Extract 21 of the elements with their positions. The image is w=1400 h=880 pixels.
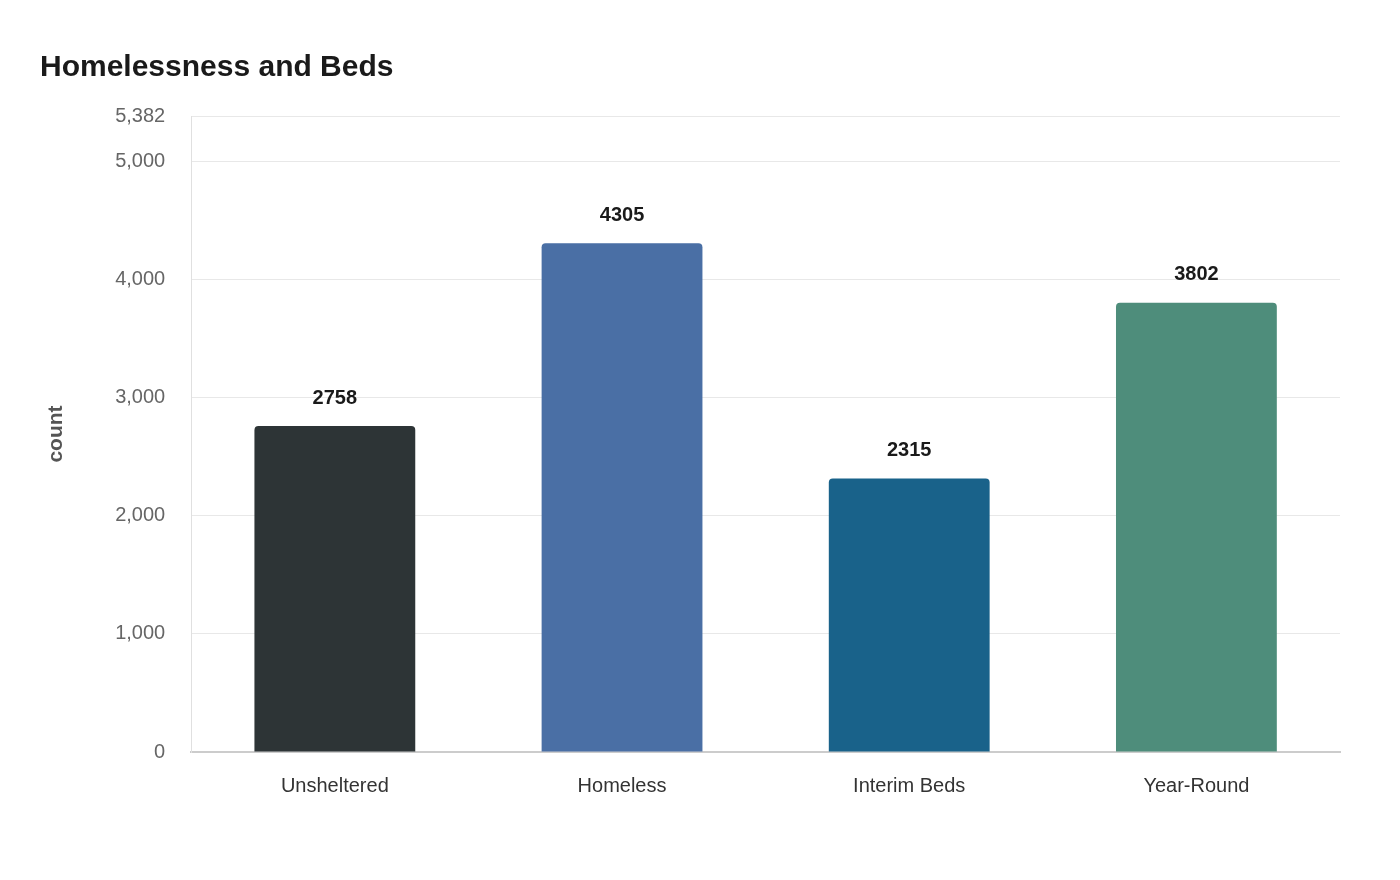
chart-title: Homelessness and Beds bbox=[40, 49, 394, 83]
data-label: 3802 bbox=[1174, 262, 1219, 285]
bar bbox=[1115, 302, 1277, 752]
data-label: 4305 bbox=[599, 202, 645, 225]
bar bbox=[828, 478, 990, 752]
y-tick-label: 1,000 bbox=[115, 621, 166, 644]
y-tick-label: 5,382 bbox=[115, 103, 166, 126]
y-tick-label: 5,000 bbox=[115, 148, 166, 171]
x-tick-label: Homeless bbox=[577, 773, 667, 796]
y-tick-label: 0 bbox=[154, 739, 166, 762]
x-tick-label: Unsheltered bbox=[280, 773, 389, 796]
y-tick-label: 2,000 bbox=[115, 503, 166, 526]
data-label: 2758 bbox=[312, 385, 358, 408]
y-tick-label: 3,000 bbox=[115, 385, 166, 407]
data-label: 2315 bbox=[886, 437, 932, 460]
y-axis-title: count bbox=[43, 405, 67, 463]
x-tick-label: Year-Round bbox=[1143, 773, 1250, 796]
bar bbox=[254, 426, 416, 752]
y-tick-label: 4,000 bbox=[115, 266, 166, 289]
x-tick-label: Interim Beds bbox=[853, 773, 966, 796]
bar bbox=[541, 243, 703, 752]
